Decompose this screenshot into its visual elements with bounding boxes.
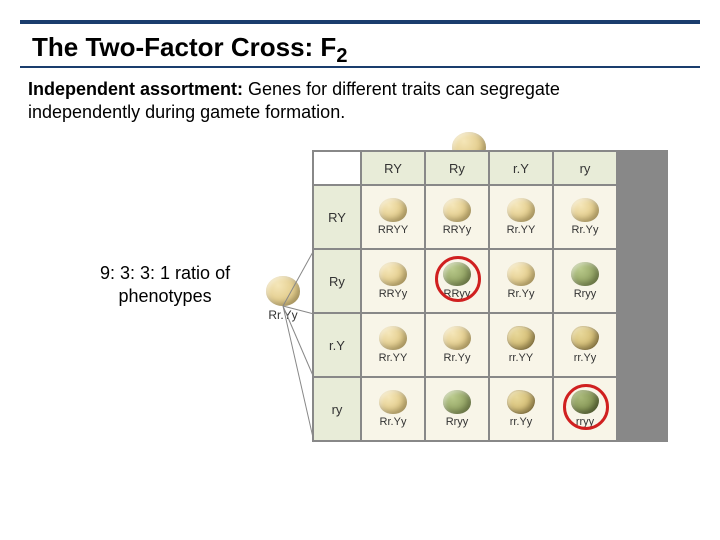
genotype-label: RRYy — [379, 288, 408, 300]
pea-icon — [443, 326, 471, 350]
genotype-label: Rryy — [574, 288, 597, 300]
cell-0-3: Rr.Yy — [553, 185, 617, 249]
cell-3-2: rr.Yy — [489, 377, 553, 441]
description: Independent assortment: Genes for differ… — [28, 78, 660, 125]
ratio-line1: 9: 3: 3: 1 ratio of — [100, 262, 230, 285]
cell-3-3: rryy — [553, 377, 617, 441]
cell-2-2: rr.YY — [489, 313, 553, 377]
genotype-label: Rr.YY — [379, 352, 408, 364]
genotype-label: RRyy — [444, 288, 471, 300]
genotype-label: Rr.Yy — [380, 416, 407, 428]
pea-icon — [443, 262, 471, 286]
slide-title: The Two-Factor Cross: F2 — [32, 32, 347, 68]
pea-icon — [507, 198, 535, 222]
punnett-grid: RYRyr.YryRYRRYYRRYyRr.YYRr.YyRyRRYyRRyyR… — [312, 150, 668, 442]
pea-icon — [379, 262, 407, 286]
rule-top — [20, 20, 700, 24]
pea-icon — [571, 390, 599, 414]
genotype-label: Rr.Yy — [572, 224, 599, 236]
col-header-3: ry — [553, 151, 617, 185]
row-header-3: ry — [313, 377, 361, 441]
pea-icon — [379, 198, 407, 222]
genotype-label: rr.Yy — [510, 416, 533, 428]
row-header-0: RY — [313, 185, 361, 249]
genotype-label: rr.Yy — [574, 352, 597, 364]
genotype-label: rryy — [576, 416, 594, 428]
pea-icon — [379, 390, 407, 414]
cell-0-2: Rr.YY — [489, 185, 553, 249]
title-main: The Two-Factor Cross: F — [32, 32, 336, 62]
cell-1-1: RRyy — [425, 249, 489, 313]
pea-icon — [443, 390, 471, 414]
pea-icon — [507, 390, 535, 414]
parent-left-pea — [266, 276, 300, 306]
cell-3-1: Rryy — [425, 377, 489, 441]
cell-1-0: RRYy — [361, 249, 425, 313]
pea-icon — [443, 198, 471, 222]
title-subscript: 2 — [336, 45, 347, 67]
genotype-label: Rr.Yy — [444, 352, 471, 364]
pea-icon — [379, 326, 407, 350]
col-header-2: r.Y — [489, 151, 553, 185]
pea-icon — [507, 262, 535, 286]
pea-icon — [571, 198, 599, 222]
pea-icon — [507, 326, 535, 350]
pea-icon — [571, 326, 599, 350]
cell-1-2: Rr.Yy — [489, 249, 553, 313]
ratio-line2: phenotypes — [100, 285, 230, 308]
parent-left-label: Rr.Yy — [266, 308, 300, 322]
genotype-label: Rr.Yy — [508, 288, 535, 300]
desc-lead: Independent assortment: — [28, 79, 243, 99]
genotype-label: RRYY — [378, 224, 408, 236]
pea-icon — [571, 262, 599, 286]
genotype-label: Rr.YY — [507, 224, 536, 236]
genotype-label: rr.YY — [509, 352, 533, 364]
col-header-0: RY — [361, 151, 425, 185]
col-header-1: Ry — [425, 151, 489, 185]
genotype-label: RRYy — [443, 224, 472, 236]
cell-2-1: Rr.Yy — [425, 313, 489, 377]
cell-1-3: Rryy — [553, 249, 617, 313]
ratio-caption: 9: 3: 3: 1 ratio of phenotypes — [100, 262, 230, 309]
punnett-wrapper: RYRyr.YryRYRRYYRRYyRr.YYRr.YyRyRRYyRRyyR… — [312, 150, 668, 442]
row-header-2: r.Y — [313, 313, 361, 377]
row-header-1: Ry — [313, 249, 361, 313]
cell-0-1: RRYy — [425, 185, 489, 249]
cell-3-0: Rr.Yy — [361, 377, 425, 441]
cell-2-3: rr.Yy — [553, 313, 617, 377]
cell-2-0: Rr.YY — [361, 313, 425, 377]
genotype-label: Rryy — [446, 416, 469, 428]
cell-0-0: RRYY — [361, 185, 425, 249]
rule-under-title — [20, 66, 700, 68]
parent-left: Rr.Yy — [266, 276, 300, 322]
grid-corner — [313, 151, 361, 185]
